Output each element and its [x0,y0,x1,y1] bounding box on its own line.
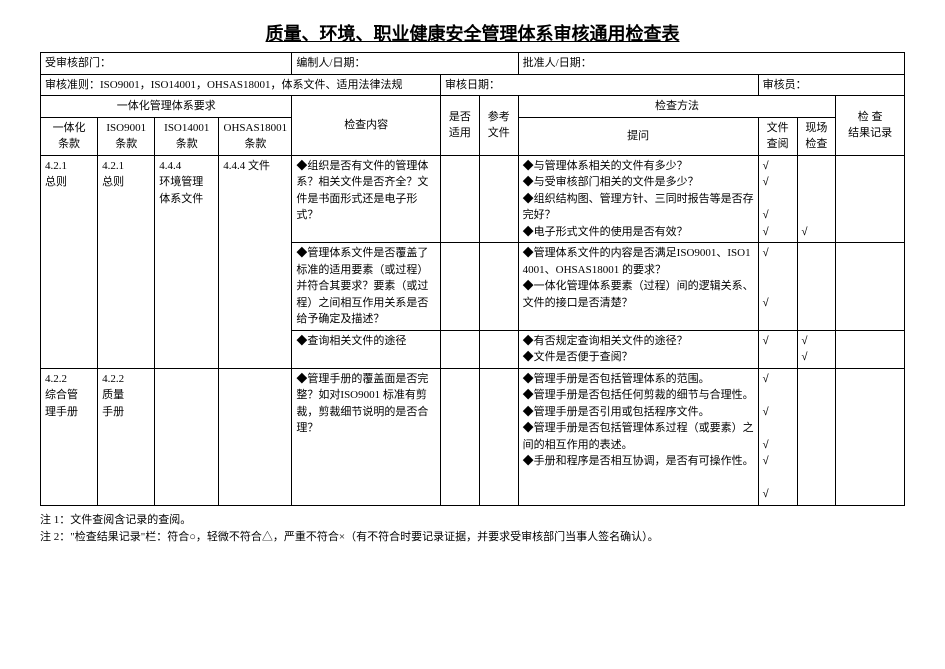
cell-doc-review: √ √ √ √ √ [758,368,797,505]
cell-site-check: √ √ [797,330,836,368]
cell-apply [440,243,479,331]
cell-doc-review: √ √ [758,243,797,331]
cell-doc-review: √ [758,330,797,368]
audit-date-cell: 审核日期： [440,74,758,96]
cell-question: ◆与管理体系相关的文件有多少？ ◆与受审核部门相关的文件是多少？ ◆组织结构图、… [518,155,758,243]
cell-ohsas [219,368,292,505]
cell-apply [440,330,479,368]
cell-result [836,330,905,368]
hdr-apply: 是否 适用 [440,96,479,156]
hdr-method-group: 检查方法 [518,96,836,118]
page-title: 质量、环境、职业健康安全管理体系审核通用检查表 [40,20,905,46]
cell-result [836,368,905,505]
cell-content: ◆组织是否有文件的管理体系？相关文件是否齐全？文件是书面形式还是电子形式？ [292,155,441,243]
hdr-iso9001: ISO9001 条款 [98,117,155,155]
note-2: 注 2："检查结果记录"栏：符合○，轻微不符合△，严重不符合×（有不符合时要记录… [40,529,905,547]
cell-ref [479,243,518,331]
approver-cell: 批准人/日期： [518,53,904,75]
meta-row-1: 受审核部门： 编制人/日期： 批准人/日期： [41,53,905,75]
cell-question: ◆管理手册是否包括管理体系的范围。 ◆管理手册是否包括任何剪裁的细节与合理性。 … [518,368,758,505]
hdr-content: 检查内容 [292,96,441,156]
cell-site-check [797,368,836,505]
cell-result [836,155,905,243]
table-row: 4.2.1 总则 4.2.1 总则 4.4.4 环境管理 体系文件 4.4.4 … [41,155,905,243]
hdr-result: 检 查 结果记录 [836,96,905,156]
hdr-int-clause: 一体化 条款 [41,117,98,155]
cell-apply [440,368,479,505]
cell-iso9001: 4.2.1 总则 [98,155,155,368]
cell-iso14001: 4.4.4 环境管理 体系文件 [155,155,219,368]
cell-ref [479,155,518,243]
table-row: 4.2.2 综合管 理手册 4.2.2 质量 手册 ◆管理手册的覆盖面是否完整？… [41,368,905,505]
footnotes: 注 1：文件查阅含记录的查阅。 注 2："检查结果记录"栏：符合○，轻微不符合△… [40,512,905,547]
hdr-site-check: 现场 检查 [797,117,836,155]
cell-ref [479,330,518,368]
cell-question: ◆有否规定查询相关文件的途径？ ◆文件是否便于查阅？ [518,330,758,368]
cell-content: ◆查询相关文件的途径 [292,330,441,368]
cell-site-check: √ [797,155,836,243]
auditor-cell: 审核员： [758,74,904,96]
cell-int-clause: 4.2.1 总则 [41,155,98,368]
cell-iso9001: 4.2.2 质量 手册 [98,368,155,505]
cell-iso14001 [155,368,219,505]
hdr-ohsas: OHSAS18001 条款 [219,117,292,155]
cell-ref [479,368,518,505]
audit-table: 受审核部门： 编制人/日期： 批准人/日期： 审核准则：ISO9001，ISO1… [40,52,905,506]
hdr-iso14001: ISO14001 条款 [155,117,219,155]
dept-cell: 受审核部门： [41,53,292,75]
cell-ohsas: 4.4.4 文件 [219,155,292,368]
preparer-cell: 编制人/日期： [292,53,518,75]
cell-result [836,243,905,331]
meta-row-2: 审核准则：ISO9001，ISO14001，OHSAS18001，体系文件、适用… [41,74,905,96]
cell-apply [440,155,479,243]
cell-int-clause: 4.2.2 综合管 理手册 [41,368,98,505]
header-row-1: 一体化管理体系要求 检查内容 是否 适用 参考 文件 检查方法 检 查 结果记录 [41,96,905,118]
cell-doc-review: √ √ √ √ [758,155,797,243]
criteria-cell: 审核准则：ISO9001，ISO14001，OHSAS18001，体系文件、适用… [41,74,441,96]
hdr-ref: 参考 文件 [479,96,518,156]
criteria-label: 审核准则： [45,79,100,91]
note-1: 注 1：文件查阅含记录的查阅。 [40,512,905,530]
cell-site-check [797,243,836,331]
cell-content: ◆管理体系文件是否覆盖了标准的适用要素（或过程）并符合其要求？要素（或过程）之间… [292,243,441,331]
cell-question: ◆管理体系文件的内容是否满足ISO9001、ISO14001、OHSAS1800… [518,243,758,331]
cell-content: ◆管理手册的覆盖面是否完整？如对ISO9001 标准有剪裁，剪裁细节说明的是否合… [292,368,441,505]
hdr-question: 提问 [518,117,758,155]
hdr-doc-review: 文件 查阅 [758,117,797,155]
hdr-group-req: 一体化管理体系要求 [41,96,292,118]
criteria-value: ISO9001，ISO14001，OHSAS18001，体系文件、适用法律法规 [100,79,403,91]
